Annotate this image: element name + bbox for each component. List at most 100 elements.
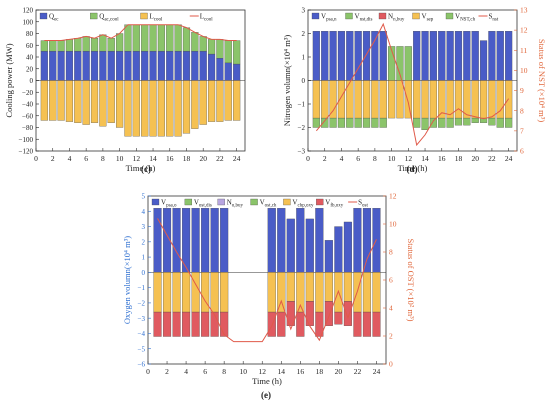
bar-v-nst-ch xyxy=(371,117,379,128)
y2-tick-label: 12 xyxy=(389,192,397,201)
legend-swatch xyxy=(345,12,353,20)
x-tick-label: 20 xyxy=(471,154,479,163)
bar-l-cool xyxy=(49,80,57,121)
bar-v-sep xyxy=(312,80,320,119)
bar-v-chp-oxy xyxy=(267,272,276,313)
y-tick-label: −5 xyxy=(138,345,146,353)
bar-v-psa-o xyxy=(362,208,372,273)
y-tick-label: 60 xyxy=(26,42,34,50)
bar-v-fb-oxy xyxy=(372,311,381,337)
bar-v-sep xyxy=(454,80,463,119)
bar-v-chp-oxy xyxy=(153,272,162,313)
bar-v-sep xyxy=(337,80,346,119)
bar-v-psa-n xyxy=(312,30,320,81)
bar-l-cool xyxy=(90,80,99,123)
y-tick-label: 20 xyxy=(26,65,34,73)
bar-q-ac-cool xyxy=(57,40,65,52)
bar-v-psa-o xyxy=(305,218,314,273)
x-tick-label: 4 xyxy=(68,154,72,163)
x-tick-label: 10 xyxy=(388,154,396,163)
legend-entry: VNST,ch xyxy=(455,13,476,23)
bar-q-ec xyxy=(216,58,224,81)
bar-q-ac-cool xyxy=(233,40,241,65)
y-tick-label: 3 xyxy=(302,7,306,15)
bar-q-ac-cool xyxy=(99,34,107,52)
bar-v-sep xyxy=(421,80,429,119)
legend-swatch xyxy=(311,12,320,20)
bar-q-ec xyxy=(65,50,74,81)
x-tick-label: 18 xyxy=(455,154,463,163)
bar-q-ac-cool xyxy=(191,32,199,52)
bar-q-ec xyxy=(166,50,174,81)
x-tick-label: 22 xyxy=(488,154,496,163)
bar-v-fb-oxy xyxy=(191,311,200,337)
bar-v-nst-ch xyxy=(463,117,471,126)
legend-entry: Vfb,oxy xyxy=(325,199,343,209)
bar-v-fb-oxy xyxy=(353,311,362,337)
bar-v-fb-oxy xyxy=(334,311,343,325)
bar-v-psa-o xyxy=(220,208,229,273)
bar-v-nst-ch xyxy=(505,117,513,128)
bar-v-sep xyxy=(479,80,488,119)
bar-q-ac-cool xyxy=(141,24,149,52)
bar-q-ec xyxy=(116,50,124,81)
legend-swatch xyxy=(39,12,48,20)
x-tick-label: 0 xyxy=(34,154,38,163)
bar-l-cool xyxy=(132,80,140,137)
y2-axis-label: Status of OST (×10² m³) xyxy=(406,239,416,322)
bar-v-fb-oxy xyxy=(296,311,305,337)
bar-q-ac-cool xyxy=(157,24,165,52)
bar-l-cool xyxy=(182,80,191,134)
x-tick-label: 6 xyxy=(84,154,88,163)
bar-q-ac-cool xyxy=(49,40,57,52)
bar-l-cool xyxy=(233,80,241,121)
bar-v-psa-n xyxy=(421,30,429,81)
bar-v-psa-n xyxy=(438,30,446,81)
y-axis-label: Nitrogen volumn(×10⁴ m³) xyxy=(282,35,292,127)
line-s-nst xyxy=(315,22,510,147)
chart-c: 0 2 4 6 8 10 12 14 16 18 20 22 24−120−100−80−60−40−2… xyxy=(4,7,246,174)
x-tick-label: 6 xyxy=(203,367,207,376)
bar-v-nst-ch xyxy=(429,117,437,128)
bar-v-psa-n xyxy=(505,30,513,81)
bar-v-chp-oxy xyxy=(372,272,381,313)
panel-caption: (c) xyxy=(141,164,151,174)
bar-v-psa-n xyxy=(454,30,463,81)
y-axis-label: Oxygen volumn(×10⁴ m³) xyxy=(122,236,132,324)
bar-v-chp-oxy xyxy=(315,272,324,313)
bar-v-sep xyxy=(404,80,412,119)
x-tick-label: 20 xyxy=(199,154,207,163)
legend-swatch xyxy=(283,198,291,206)
y-tick-label: −1 xyxy=(298,101,306,109)
bar-v-fb-oxy xyxy=(220,311,229,337)
y2-tick-label: 6 xyxy=(520,147,524,156)
panel-caption: (d) xyxy=(407,164,418,174)
bar-v-psa-o xyxy=(353,208,362,273)
legend-entry: Sost xyxy=(358,199,368,209)
bar-v-fb-oxy xyxy=(201,311,210,337)
bar-v-nst-ch xyxy=(488,117,496,126)
bar-v-chp-oxy xyxy=(305,272,314,302)
bar-v-fb-oxy xyxy=(315,311,324,337)
y2-tick-label: 0 xyxy=(389,360,393,369)
x-axis-label: Time (h) xyxy=(398,163,428,173)
bar-v-nst-ch xyxy=(413,117,421,128)
y-tick-label: −1 xyxy=(138,284,146,292)
bar-q-ec xyxy=(207,53,216,81)
x-tick-label: 22 xyxy=(354,367,362,376)
bar-v-chp-oxy xyxy=(362,272,372,313)
bar-q-ac-cool xyxy=(65,39,74,52)
bar-v-psa-o xyxy=(315,208,324,273)
bar-v-psa-o xyxy=(296,208,305,273)
bar-v-chp-oxy xyxy=(172,272,181,313)
legend-swatch xyxy=(90,12,98,20)
y2-tick-label: 12 xyxy=(520,26,528,35)
bar-v-sep xyxy=(429,80,437,119)
x-tick-label: 0 xyxy=(306,154,310,163)
bar-v-fb-oxy xyxy=(267,311,276,337)
bar-v-fb-oxy xyxy=(277,311,286,337)
bar-q-ec xyxy=(132,50,140,81)
bar-q-ec xyxy=(157,50,165,81)
bar-v-sep xyxy=(362,80,371,119)
bar-v-nst-ch xyxy=(454,117,463,126)
